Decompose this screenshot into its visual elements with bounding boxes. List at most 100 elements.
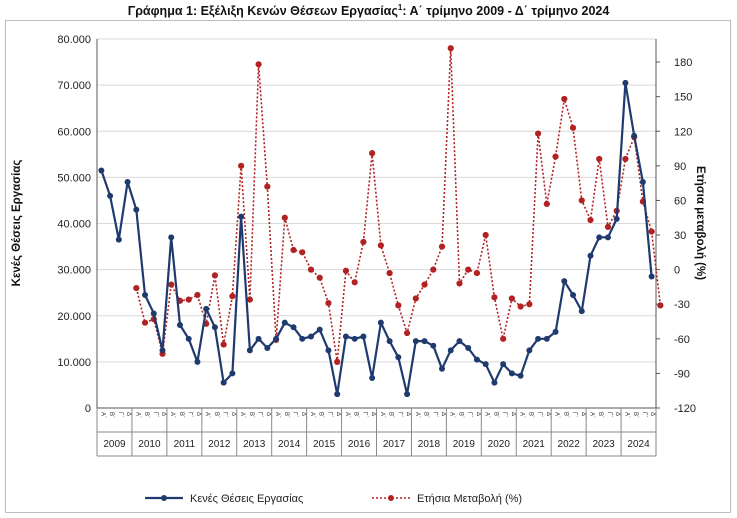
annual-change-point	[386, 269, 393, 277]
year-label: 2021	[523, 439, 546, 450]
annual-change-point	[657, 302, 664, 309]
left-tick-label: 50.000	[57, 172, 91, 184]
annual-change-point	[369, 150, 376, 157]
annual-change-point	[299, 249, 306, 256]
quarter-label: Α΄	[344, 412, 350, 418]
quarter-label: Δ΄	[300, 412, 306, 418]
annual-change-point	[395, 302, 402, 309]
annual-change-point	[430, 266, 437, 273]
annual-change-point	[194, 291, 201, 299]
vacancies-point	[570, 291, 577, 298]
annual-change-point	[229, 293, 236, 300]
vacancies-point	[491, 379, 498, 386]
annual-change-point	[473, 269, 481, 277]
vacancies-point	[631, 132, 638, 139]
quarter-label: Α΄	[309, 412, 315, 418]
quarter-label: Α΄	[554, 412, 560, 418]
annual-change-point	[168, 281, 175, 288]
year-label: 2011	[174, 439, 196, 450]
quarter-label: Α΄	[239, 412, 245, 418]
right-tick-label: 180	[674, 57, 692, 69]
vacancies-point	[334, 391, 341, 398]
quarter-label: Δ΄	[405, 412, 411, 418]
vacancies-point	[360, 333, 367, 340]
right-tick-label: 90	[674, 161, 686, 173]
quarter-label: Γ΄	[152, 412, 158, 417]
annual-change-point	[438, 243, 446, 250]
quarter-label: Β΄	[527, 412, 533, 418]
quarter-label: Β΄	[318, 412, 324, 418]
quarter-label: Γ΄	[292, 412, 298, 417]
quarter-label: Β΄	[213, 412, 219, 418]
right-tick-label: 60	[674, 195, 686, 207]
left-tick-label: 0	[85, 403, 91, 415]
vacancies-point	[639, 178, 646, 185]
quarter-label: Α΄	[484, 412, 490, 418]
annual-change-point	[526, 301, 533, 308]
quarter-label: Β΄	[457, 412, 463, 418]
quarter-label: Α΄	[169, 412, 175, 418]
chart-title: Γράφημα 1: Εξέλιξη Κενών Θέσεων Εργασίας…	[127, 3, 610, 19]
annual-change-point	[185, 296, 192, 303]
quarter-label: Α΄	[99, 412, 105, 418]
vacancies-point	[168, 234, 175, 241]
annual-change-point	[456, 280, 463, 287]
annual-change-point	[325, 299, 332, 307]
legend: Κενές Θέσεις Εργασίας Ετήσια Μεταβολή (%)	[145, 493, 522, 505]
left-tick-label: 70.000	[57, 80, 91, 92]
vacancies-point	[255, 335, 262, 342]
quarter-label: Δ΄	[161, 412, 167, 418]
quarter-label: Γ΄	[222, 412, 228, 417]
annual-change-point	[561, 95, 568, 103]
annual-change-point	[220, 341, 227, 348]
year-label: 2018	[418, 439, 441, 450]
legend-marker-change	[388, 495, 394, 501]
annual-change-point	[141, 319, 149, 326]
annual-change-point	[290, 246, 297, 254]
quarter-label: Β΄	[388, 412, 394, 418]
right-tick-label: -30	[674, 299, 690, 311]
year-label: 2017	[383, 439, 406, 450]
quarter-label: Δ΄	[126, 412, 132, 418]
x-axis: Α΄ Β΄ Γ΄ Δ΄ Α΄ Β΄ Γ΄ Δ΄ Α΄ Β΄ Γ΄ Δ΄ Α΄ Β΄ Γ΄ Δ΄ Α΄ Β΄ Γ΄ Δ΄…	[96, 39, 657, 457]
vacancies-point	[386, 338, 393, 345]
quarter-label: Γ΄	[396, 412, 402, 417]
annual-change-point	[447, 45, 454, 52]
annual-change-point	[211, 272, 219, 279]
annual-change-point	[517, 303, 524, 310]
vacancies-point	[596, 234, 603, 241]
vacancies-point	[404, 391, 411, 398]
quarter-label: Α΄	[519, 412, 525, 418]
quarter-label: Γ΄	[606, 412, 612, 417]
quarter-label: Γ΄	[431, 412, 437, 417]
annual-change-point	[133, 284, 140, 292]
vacancies-point	[115, 236, 122, 243]
annual-change-point	[543, 200, 550, 207]
series-annual-change	[133, 45, 664, 365]
annual-change-point	[622, 155, 629, 163]
vacancies-point	[194, 358, 201, 365]
quarter-label: Γ΄	[466, 412, 472, 417]
vacancies-point	[290, 324, 297, 331]
year-label: 2019	[453, 439, 476, 450]
vacancies-point	[578, 308, 585, 315]
year-label: 2015	[313, 439, 336, 450]
left-tick-label: 80.000	[57, 34, 91, 46]
quarter-label: Δ΄	[440, 412, 446, 418]
vacancies-point	[281, 319, 288, 326]
quarter-label: Β΄	[632, 412, 638, 418]
vacancies-point	[412, 338, 419, 345]
year-label: 2013	[243, 439, 266, 450]
quarter-label: Δ΄	[230, 412, 236, 418]
annual-change-point	[255, 61, 262, 68]
vacancies-point	[482, 361, 489, 368]
annual-change-point	[465, 266, 472, 273]
vacancies-point	[351, 335, 358, 342]
vacancies-point	[508, 370, 515, 377]
quarter-label: Β΄	[353, 412, 359, 418]
quarter-label: Α΄	[379, 412, 385, 418]
year-label: 2023	[592, 439, 615, 450]
year-label: 2024	[627, 439, 650, 450]
vacancies-point	[159, 347, 166, 354]
